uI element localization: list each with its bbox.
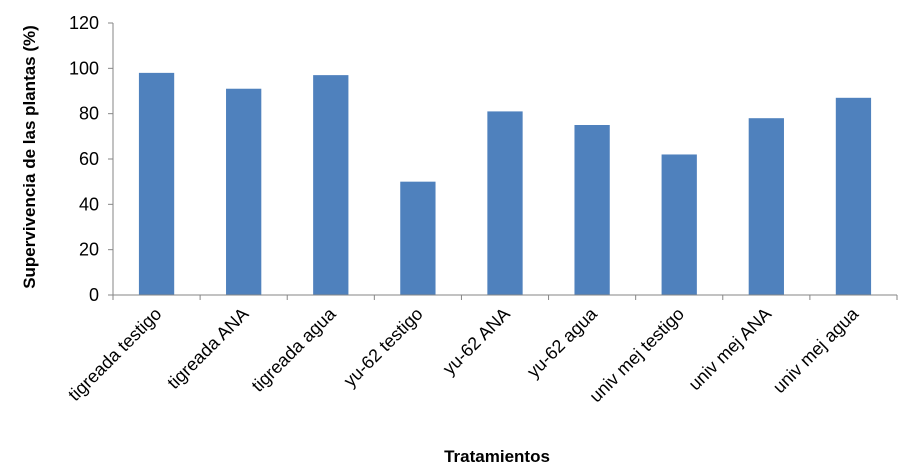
bar-tigreada-agua bbox=[313, 75, 349, 295]
bar-univ-mej-testigo bbox=[661, 154, 697, 295]
bar-tigreada-ana bbox=[226, 88, 262, 295]
bars-group bbox=[138, 72, 872, 296]
y-tick-label: 0 bbox=[89, 285, 99, 305]
y-tick-label: 60 bbox=[79, 149, 99, 169]
bar-tigreada-testigo bbox=[138, 72, 175, 296]
x-tick-label: tigreada testigo bbox=[64, 304, 165, 405]
y-axis-title: Supervivencia de las plantas (%) bbox=[20, 25, 39, 289]
x-tick-label: univ mej ANA bbox=[685, 304, 776, 395]
x-tick-label: univ mej testigo bbox=[585, 304, 688, 407]
x-axis-title: Tratamientos bbox=[444, 447, 550, 466]
bar-univ-mej-ana bbox=[748, 118, 784, 295]
bar-univ-mej-agua bbox=[835, 97, 872, 295]
y-tick-label: 120 bbox=[69, 13, 99, 33]
x-tick-label: univ mej agua bbox=[769, 303, 863, 397]
bar-yu-62-ana bbox=[487, 111, 523, 296]
y-tick-label: 20 bbox=[79, 240, 99, 260]
x-tick-label: tigreada ANA bbox=[163, 304, 252, 393]
y-tick-label: 80 bbox=[79, 104, 99, 124]
bar-yu-62-agua bbox=[574, 125, 610, 295]
x-tick-label: yu-62 agua bbox=[523, 303, 602, 382]
axes-group bbox=[108, 22, 898, 300]
y-tick-label: 100 bbox=[69, 58, 99, 78]
x-tick-label: yu-62 ANA bbox=[439, 304, 514, 379]
bar-yu-62-testigo bbox=[400, 181, 436, 295]
x-tick-label: yu-62 testigo bbox=[340, 304, 427, 391]
y-tick-label: 40 bbox=[79, 194, 99, 214]
y-tick-labels: 0 20 40 60 80 100 120 bbox=[69, 13, 99, 305]
x-tick-label: tigreada agua bbox=[248, 303, 341, 396]
